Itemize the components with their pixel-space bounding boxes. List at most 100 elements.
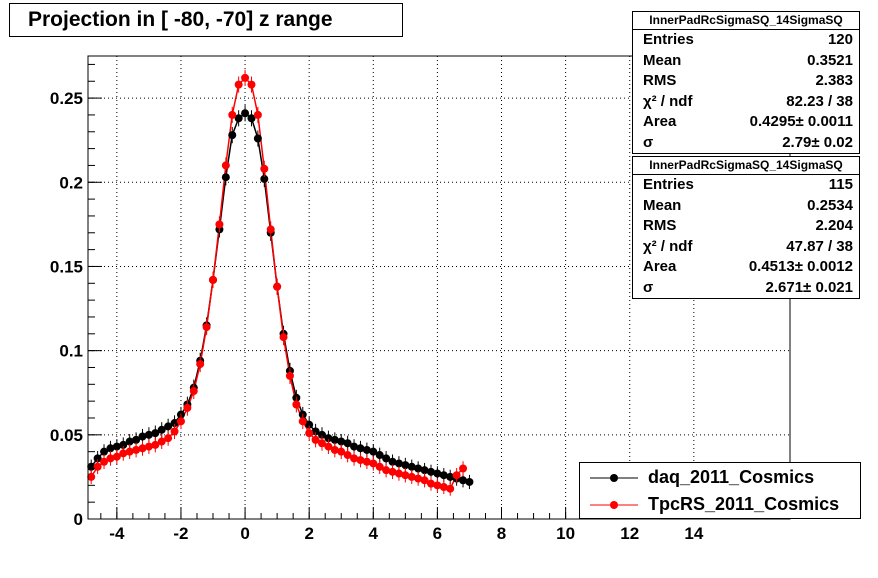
fit-curves bbox=[90, 76, 470, 490]
data-point-tpcrs bbox=[305, 429, 314, 438]
data-point-daq bbox=[414, 464, 423, 473]
x-tick-label: -4 bbox=[109, 524, 125, 543]
x-tick-label: 8 bbox=[497, 524, 506, 543]
data-point-daq bbox=[375, 451, 384, 460]
data-point-tpcrs bbox=[318, 439, 326, 448]
data-point-tpcrs bbox=[401, 471, 410, 480]
data-point-tpcrs bbox=[375, 462, 384, 471]
data-point-tpcrs bbox=[144, 442, 153, 451]
stat-value: 115 bbox=[828, 176, 853, 193]
data-point-daq bbox=[369, 447, 378, 456]
data-point-tpcrs bbox=[228, 110, 237, 119]
legend: daq_2011_Cosmics TpcRS_2011_Cosmics bbox=[579, 462, 861, 519]
stat-row: Area 0.4513± 0.0012 bbox=[633, 257, 859, 278]
data-point-daq bbox=[305, 420, 314, 429]
data-point-tpcrs bbox=[202, 323, 211, 332]
stat-value: 82.23 / 38 bbox=[786, 92, 853, 110]
data-point-daq bbox=[132, 435, 141, 444]
stat-label: RMS bbox=[643, 217, 677, 234]
data-point-daq bbox=[382, 454, 391, 463]
stat-label: Mean bbox=[643, 51, 682, 69]
stat-row: χ² / ndf 47.87 / 38 bbox=[633, 237, 859, 258]
data-point-tpcrs bbox=[337, 447, 346, 456]
data-point-tpcrs bbox=[439, 483, 448, 492]
y-tick-label: 0.2 bbox=[59, 173, 83, 192]
data-point-daq bbox=[125, 437, 134, 446]
stats-box-1-name: InnerPadRcSigmaSQ_14SigmaSQ bbox=[633, 12, 859, 30]
data-point-daq bbox=[253, 134, 262, 143]
stat-value: 47.87 / 38 bbox=[786, 237, 853, 255]
stat-row: Mean 0.2534 bbox=[633, 196, 859, 217]
x-tick-label: 4 bbox=[369, 524, 379, 543]
stats-box-2-name: InnerPadRcSigmaSQ_14SigmaSQ bbox=[633, 157, 859, 175]
data-point-tpcrs bbox=[330, 445, 339, 454]
data-point-daq bbox=[337, 437, 346, 446]
stat-value: 2.79± 0.02 bbox=[782, 133, 853, 151]
data-point-tpcrs bbox=[132, 445, 141, 454]
legend-label-daq: daq_2011_Cosmics bbox=[648, 467, 815, 487]
data-point-tpcrs bbox=[446, 484, 455, 493]
data-point-tpcrs bbox=[87, 472, 96, 481]
data-point-tpcrs bbox=[324, 442, 333, 451]
stat-row: σ 2.79± 0.02 bbox=[633, 133, 859, 154]
data-points bbox=[87, 69, 474, 496]
stat-label: Area bbox=[643, 113, 677, 130]
plot-axes: -4 -2 0 2 4 6 8 10 12 14 0 0.05 0.1 0.15 0.2 0.25 bbox=[50, 63, 775, 543]
data-point-tpcrs bbox=[433, 481, 442, 490]
data-point-daq bbox=[138, 432, 147, 441]
stat-label: Area bbox=[643, 258, 677, 275]
data-point-daq bbox=[144, 430, 153, 439]
stat-label: Entries bbox=[643, 176, 694, 193]
x-tick-label: 10 bbox=[556, 524, 575, 543]
data-point-daq bbox=[106, 444, 115, 453]
legend-marker-daq bbox=[590, 474, 638, 482]
data-point-tpcrs bbox=[459, 464, 468, 473]
data-point-daq bbox=[350, 442, 359, 451]
data-point-tpcrs bbox=[362, 457, 371, 466]
data-point-daq bbox=[119, 440, 128, 449]
data-point-tpcrs bbox=[247, 80, 256, 89]
data-point-tpcrs bbox=[183, 403, 192, 412]
data-point-daq bbox=[112, 442, 121, 451]
data-point-daq bbox=[433, 469, 442, 478]
stats-box-2: InnerPadRcSigmaSQ_14SigmaSQ Entries 115 M… bbox=[632, 156, 860, 299]
data-point-daq bbox=[170, 419, 179, 428]
stat-row: χ² / ndf 82.23 / 38 bbox=[633, 92, 859, 113]
data-point-daq bbox=[324, 434, 333, 443]
x-tick-label: 0 bbox=[240, 524, 249, 543]
legend-entry-tpcrs: TpcRS_2011_Cosmics bbox=[580, 492, 860, 518]
legend-entry-daq: daq_2011_Cosmics bbox=[580, 465, 860, 491]
stats-box-1: InnerPadRcSigmaSQ_14SigmaSQ Entries 120 M… bbox=[632, 11, 860, 154]
y-tick-label: 0.15 bbox=[50, 257, 83, 276]
data-point-tpcrs bbox=[279, 333, 288, 342]
data-point-tpcrs bbox=[388, 467, 397, 476]
data-point-tpcrs bbox=[253, 110, 262, 119]
stat-row: Entries 120 bbox=[633, 30, 859, 51]
data-point-tpcrs bbox=[343, 451, 352, 460]
data-point-tpcrs bbox=[189, 387, 198, 396]
data-point-tpcrs bbox=[285, 371, 294, 380]
stat-row: RMS 2.204 bbox=[633, 216, 859, 237]
data-point-tpcrs bbox=[164, 434, 173, 443]
data-point-tpcrs bbox=[157, 437, 166, 446]
data-point-daq bbox=[407, 462, 416, 471]
data-point-daq bbox=[388, 457, 397, 466]
stat-label: χ² / ndf bbox=[643, 237, 693, 255]
data-point-tpcrs bbox=[234, 80, 243, 89]
data-point-daq bbox=[318, 430, 326, 439]
data-point-tpcrs bbox=[382, 466, 391, 475]
stat-row: Mean 0.3521 bbox=[633, 51, 859, 72]
data-point-tpcrs bbox=[209, 275, 218, 284]
data-point-daq bbox=[157, 425, 166, 434]
x-tick-label: 12 bbox=[620, 524, 639, 543]
stat-label: σ bbox=[643, 278, 654, 296]
legend-marker-tpcrs bbox=[590, 501, 638, 509]
data-point-tpcrs bbox=[112, 452, 121, 461]
data-point-daq bbox=[228, 131, 237, 140]
data-point-daq bbox=[446, 472, 455, 481]
stat-value: 0.3521 bbox=[807, 51, 853, 69]
data-point-daq bbox=[426, 467, 435, 476]
data-point-daq bbox=[439, 471, 448, 480]
data-point-tpcrs bbox=[414, 474, 423, 483]
data-point-tpcrs bbox=[260, 164, 269, 173]
